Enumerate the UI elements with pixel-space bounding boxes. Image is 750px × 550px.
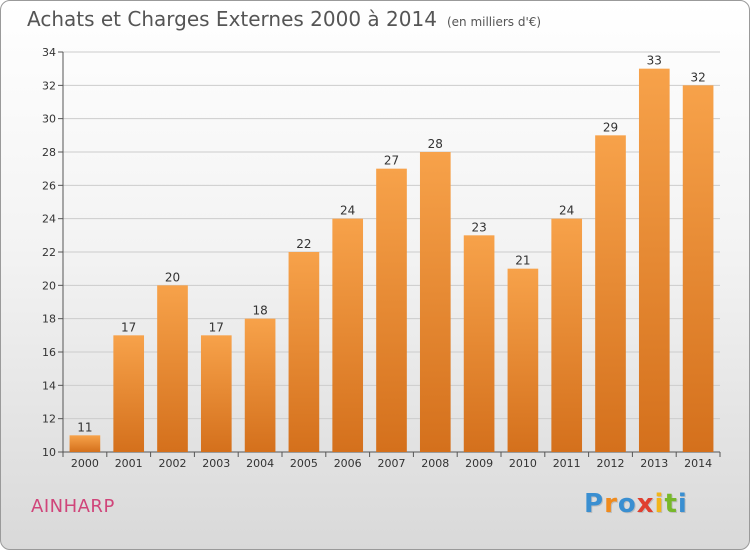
bar-2002 [157, 285, 188, 452]
bar-2005 [288, 252, 320, 452]
value-label: 21 [515, 254, 530, 268]
x-tick-label: 2002 [159, 457, 187, 470]
y-tick-label: 22 [42, 246, 56, 259]
chart-title-text: Achats et Charges Externes 2000 à 2014 [27, 7, 437, 31]
x-tick-label: 2000 [71, 457, 99, 470]
city-name: AINHARP [31, 496, 115, 517]
value-label: 27 [384, 154, 399, 168]
y-tick-label: 32 [42, 79, 56, 92]
y-tick-label: 26 [42, 179, 56, 192]
value-label: 24 [340, 204, 355, 218]
value-label: 24 [559, 204, 574, 218]
logo-letter: i [654, 489, 665, 519]
bar-2006 [332, 218, 364, 452]
x-tick-label: 2006 [334, 457, 362, 470]
logo-letter: r [604, 489, 618, 519]
bar-2004 [244, 318, 276, 452]
chart-title: Achats et Charges Externes 2000 à 2014 (e… [27, 7, 541, 31]
value-label: 18 [252, 304, 267, 318]
bars [69, 68, 714, 453]
x-tick-label: 2010 [509, 457, 537, 470]
bar-2003 [200, 335, 232, 452]
bar-2013 [638, 68, 670, 453]
value-label: 17 [209, 320, 224, 334]
value-label: 20 [165, 270, 180, 284]
x-tick-label: 2004 [246, 457, 274, 470]
proxiti-logo: Proxiti [584, 489, 688, 519]
bar-2007 [376, 168, 407, 452]
logo-letter: o [617, 489, 637, 519]
logo-letter: t [664, 489, 678, 519]
value-label: 11 [77, 420, 92, 434]
y-tick-label: 30 [42, 113, 56, 126]
bar-2001 [113, 335, 145, 452]
x-tick-label: 2014 [684, 457, 712, 470]
x-tick-label: 2013 [640, 457, 668, 470]
value-label: 29 [603, 120, 618, 134]
value-label: 23 [471, 220, 486, 234]
value-label: 33 [647, 54, 662, 68]
x-tick-label: 2011 [553, 457, 581, 470]
labels: 10 12 14 16 18 20 22 24 26 28 30 32 34 2000 11 2001 17 20… [42, 46, 712, 470]
y-tick-label: 16 [42, 346, 56, 359]
y-tick-label: 34 [42, 46, 56, 59]
bar-2010 [507, 268, 539, 452]
bar-2014 [682, 85, 714, 452]
y-tick-label: 12 [42, 413, 56, 426]
value-label: 28 [428, 137, 443, 151]
x-tick-label: 2012 [597, 457, 625, 470]
bar-2000 [69, 435, 101, 452]
value-label: 32 [690, 70, 705, 84]
y-tick-label: 14 [42, 379, 56, 392]
bar-2012 [595, 135, 626, 453]
x-tick-label: 2001 [115, 457, 143, 470]
x-tick-label: 2003 [202, 457, 230, 470]
y-tick-label: 10 [42, 446, 56, 459]
x-tick-label: 2008 [421, 457, 449, 470]
bar-2008 [419, 152, 451, 452]
chart-subtitle: (en milliers d'€) [446, 15, 542, 29]
bar-2009 [463, 235, 495, 452]
x-tick-label: 2007 [378, 457, 406, 470]
y-tick-label: 18 [42, 313, 56, 326]
x-tick-label: 2009 [465, 457, 493, 470]
y-tick-label: 28 [42, 146, 56, 159]
y-tick-label: 24 [42, 213, 56, 226]
y-tick-label: 20 [42, 279, 56, 292]
logo-letter: P [584, 489, 605, 519]
x-tick-label: 2005 [290, 457, 318, 470]
logo-letter: i [677, 489, 688, 519]
logo-letter: x [636, 489, 655, 519]
value-label: 17 [121, 320, 136, 334]
value-label: 22 [296, 237, 311, 251]
bar-2011 [551, 218, 583, 452]
